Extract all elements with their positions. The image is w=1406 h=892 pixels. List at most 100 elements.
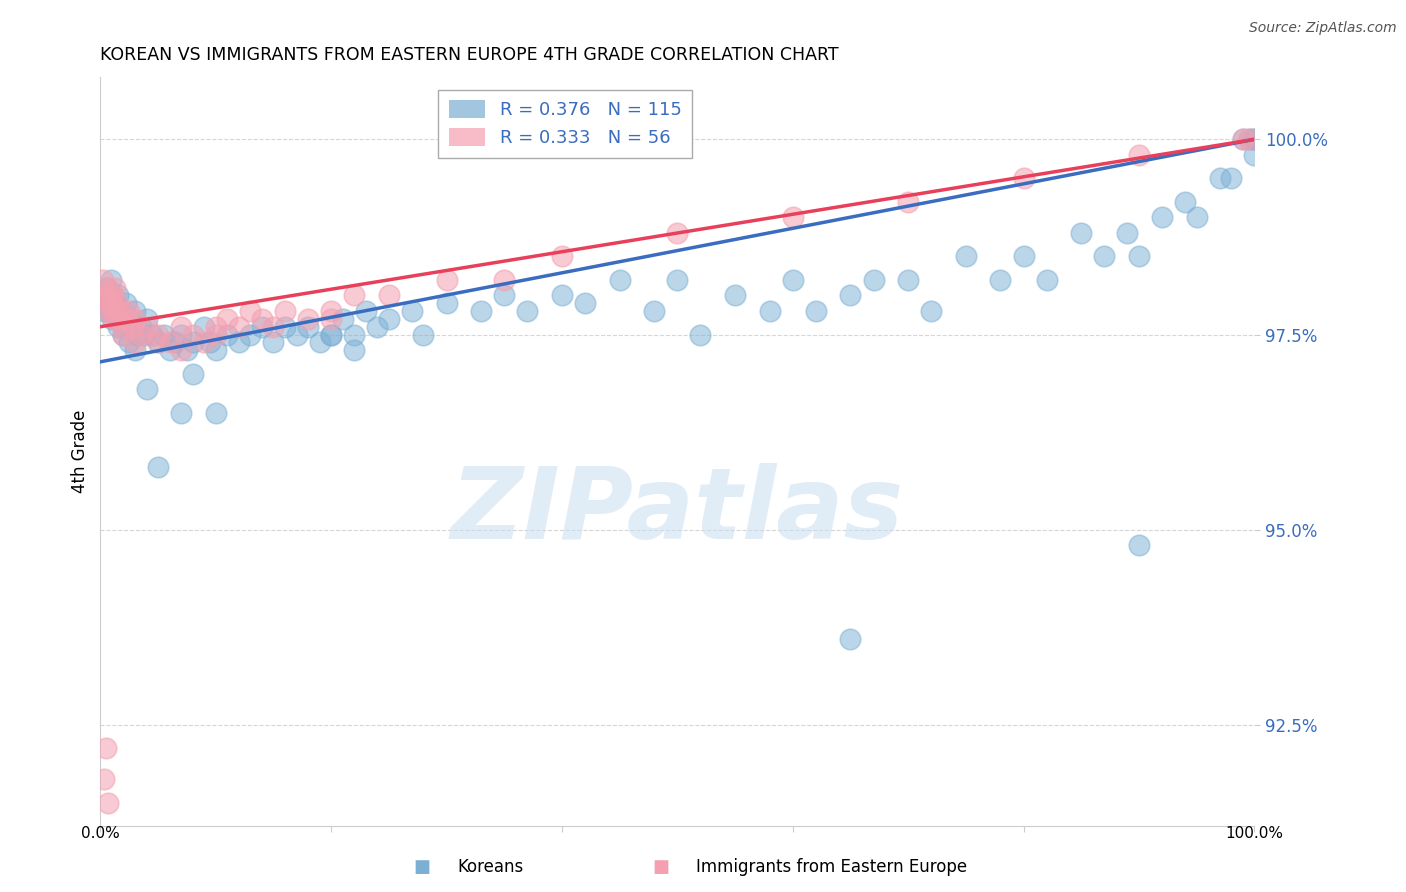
Point (239, 304, 262, 318)
Point (321, 304, 343, 318)
Point (378, 312, 401, 326)
Point (574, 296, 596, 310)
Point (108, 312, 131, 326)
Point (112, 327, 135, 342)
Point (839, 632, 862, 646)
Text: KOREAN VS IMMIGRANTS FROM EASTERN EUROPE 4TH GRADE CORRELATION CHART: KOREAN VS IMMIGRANTS FROM EASTERN EUROPE… (100, 46, 839, 64)
Point (110, 304, 132, 318)
Point (91, 273, 114, 287)
Point (228, 335, 250, 350)
Point (127, 327, 149, 342)
Point (170, 319, 193, 334)
Point (193, 335, 215, 350)
Point (124, 304, 146, 318)
Point (990, 273, 1012, 287)
Point (204, 406, 226, 420)
Point (94, 304, 117, 318)
Point (343, 343, 366, 358)
Point (112, 327, 135, 342)
Point (378, 288, 401, 302)
Point (118, 304, 141, 318)
Point (804, 304, 827, 318)
Point (1174, 194, 1197, 209)
Y-axis label: 4th Grade: 4th Grade (72, 410, 89, 493)
Point (97, 796, 120, 810)
Point (101, 288, 124, 302)
Point (96, 280, 118, 294)
Point (93, 288, 115, 302)
Point (159, 335, 181, 350)
Point (204, 327, 226, 342)
Point (782, 273, 804, 287)
Point (97, 304, 120, 318)
Point (689, 327, 711, 342)
Point (181, 335, 204, 350)
Text: Source: ZipAtlas.com: Source: ZipAtlas.com (1249, 21, 1396, 35)
Point (104, 280, 127, 294)
Point (96, 280, 118, 294)
Point (643, 304, 665, 318)
Point (170, 327, 193, 342)
Point (262, 319, 284, 334)
Point (274, 319, 297, 334)
Point (105, 296, 128, 310)
Point (228, 319, 250, 334)
Point (103, 312, 125, 326)
Point (1232, 132, 1254, 146)
Point (94, 296, 117, 310)
Point (250, 319, 273, 334)
Point (101, 296, 124, 310)
Point (107, 319, 129, 334)
Point (1128, 148, 1150, 162)
Point (94, 288, 117, 302)
Point (1220, 171, 1243, 186)
Point (551, 249, 574, 263)
Point (1035, 273, 1057, 287)
Point (551, 288, 574, 302)
Point (343, 288, 366, 302)
Point (666, 226, 689, 240)
Point (176, 343, 198, 358)
Point (204, 319, 226, 334)
Point (124, 343, 146, 358)
Point (165, 335, 187, 350)
Point (297, 312, 319, 326)
Point (146, 335, 169, 350)
Point (239, 327, 262, 342)
Legend: R = 0.376   N = 115, R = 0.333   N = 56: R = 0.376 N = 115, R = 0.333 N = 56 (439, 90, 692, 158)
Point (112, 319, 135, 334)
Point (114, 312, 136, 326)
Point (193, 319, 215, 334)
Point (107, 304, 129, 318)
Point (170, 406, 193, 420)
Point (101, 288, 124, 302)
Text: ■: ■ (413, 858, 430, 876)
Point (1185, 211, 1208, 225)
Point (436, 273, 458, 287)
Point (494, 288, 516, 302)
Text: Immigrants from Eastern Europe: Immigrants from Eastern Europe (696, 858, 967, 876)
Point (129, 327, 152, 342)
Point (436, 296, 458, 310)
Point (118, 335, 141, 350)
Point (1116, 226, 1139, 240)
Text: Koreans: Koreans (457, 858, 523, 876)
Text: ZIPatlas: ZIPatlas (451, 463, 904, 560)
Point (494, 273, 516, 287)
Point (332, 312, 354, 326)
Point (401, 304, 423, 318)
Point (104, 296, 127, 310)
Point (1128, 249, 1150, 263)
Point (285, 327, 308, 342)
Point (134, 327, 156, 342)
Point (129, 319, 152, 334)
Point (121, 319, 143, 334)
Point (321, 327, 343, 342)
Point (1128, 538, 1150, 552)
Point (262, 335, 284, 350)
Point (217, 312, 239, 326)
Text: ■: ■ (652, 858, 669, 876)
Point (98, 288, 121, 302)
Point (153, 327, 176, 342)
Point (1012, 249, 1035, 263)
